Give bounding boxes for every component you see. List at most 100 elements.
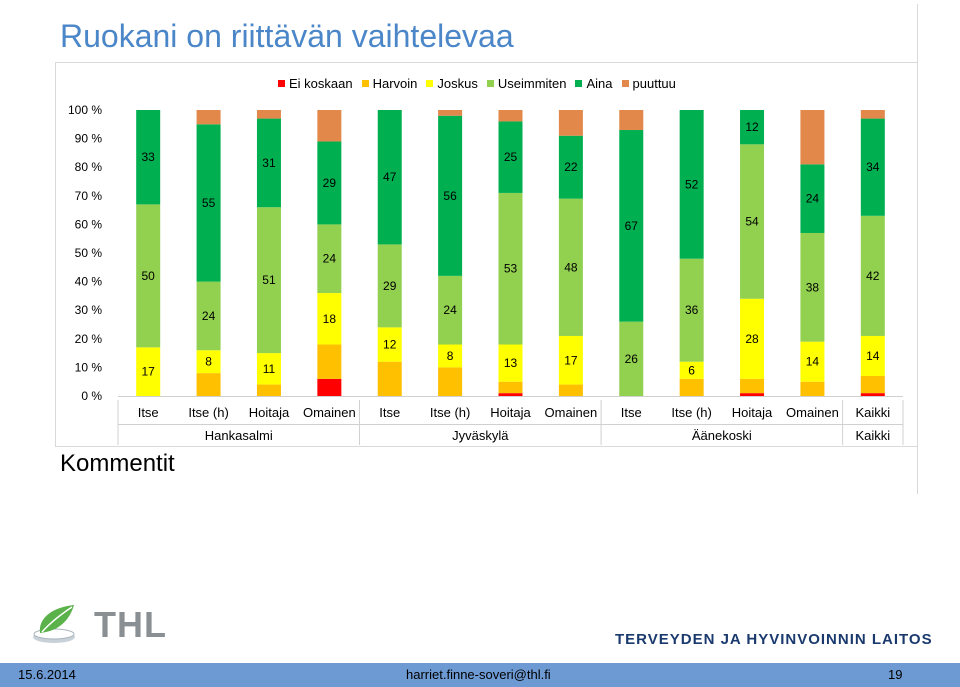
slide-title: Ruokani on riittävän vaihtelevaa <box>60 18 514 54</box>
x-category-label: Itse (h) <box>188 405 228 420</box>
bar-segment-puuttuu <box>558 110 583 136</box>
bar-segment-useimmiten <box>800 232 825 342</box>
data-label: 11 <box>263 362 276 376</box>
bar-segment-joskus <box>558 335 583 385</box>
data-label: 48 <box>564 260 578 274</box>
logo-text: THL <box>94 604 167 645</box>
data-label: 25 <box>504 150 518 164</box>
x-group-label: Kaikki <box>855 428 890 443</box>
bar-segment-harvoin <box>679 378 704 396</box>
bar-segment-puuttuu <box>800 110 825 165</box>
data-label: 6 <box>688 363 695 377</box>
bar-segment-puuttuu <box>196 110 221 125</box>
data-label: 28 <box>745 332 759 346</box>
bar-segment-puuttuu <box>498 110 523 122</box>
legend-label: Harvoin <box>372 76 418 91</box>
x-category-label: Itse <box>138 405 159 420</box>
legend-item-ei_koskaan: Ei koskaan <box>278 76 353 91</box>
legend-label: Joskus <box>437 76 478 91</box>
x-group-label: Jyväskylä <box>452 428 509 443</box>
data-label: 22 <box>564 160 578 174</box>
chart-legend: Ei koskaan Harvoin Joskus Useimmiten Aina puu… <box>278 76 685 91</box>
y-tick-label: 80 % <box>75 160 103 174</box>
x-category-label: Itse (h) <box>430 405 470 420</box>
bar-segment-useimmiten <box>860 215 885 336</box>
frame-right-line <box>917 4 918 494</box>
bar-segment-useimmiten <box>679 258 704 362</box>
data-label: 47 <box>383 170 397 184</box>
bar-segment-puuttuu <box>860 110 885 119</box>
x-category-label: Kaikki <box>855 405 890 420</box>
bar-segment-useimmiten <box>256 207 281 354</box>
legend-swatch <box>575 80 583 87</box>
bar-segment-useimmiten <box>196 281 221 351</box>
bar-segment-aina <box>558 135 583 199</box>
legend-label: puuttuu <box>632 76 676 91</box>
legend-item-joskus: Joskus <box>426 76 478 91</box>
bar-segment-puuttuu <box>256 110 281 119</box>
bar-segment-aina <box>136 110 161 205</box>
data-label: 56 <box>443 189 457 203</box>
legend-label: Aina <box>586 76 613 91</box>
bar-segment-useimmiten <box>740 144 765 299</box>
bar-segment-ei_koskaan <box>860 393 885 396</box>
y-tick-label: 60 % <box>75 217 103 231</box>
x-category-label: Omainen <box>786 405 839 420</box>
bar-segment-aina <box>679 110 704 259</box>
x-category-label: Omainen <box>545 405 598 420</box>
legend-label: Ei koskaan <box>289 76 353 91</box>
bar-segment-joskus <box>800 341 825 382</box>
footer-bar: 15.6.2014 harriet.finne-soveri@thl.fi 19 <box>0 663 960 687</box>
y-tick-label: 30 % <box>75 303 103 317</box>
data-label: 50 <box>142 269 156 283</box>
frame-left-line <box>55 62 56 447</box>
bar-segment-joskus <box>679 361 704 379</box>
bar-segment-aina <box>256 118 281 208</box>
bar-segment-harvoin <box>800 381 825 396</box>
legend-item-aina: Aina <box>575 76 613 91</box>
x-category-label: Omainen <box>303 405 356 420</box>
y-tick-label: 100 % <box>68 103 102 117</box>
thl-logo: THL <box>30 603 167 647</box>
bar-segment-harvoin <box>860 375 885 394</box>
bar-segment-joskus <box>740 298 765 379</box>
bar-segment-harvoin <box>558 384 583 396</box>
x-category-label: Itse (h) <box>671 405 711 420</box>
bar-segment-harvoin <box>196 373 221 396</box>
data-label: 38 <box>806 280 820 294</box>
bar-segment-useimmiten <box>317 224 342 294</box>
data-label: 29 <box>323 176 337 190</box>
stacked-bar-chart: 0 % 10 % 20 % 30 % 40 % 50 % 60 % 70 % 80 % 90 % 1… <box>68 103 904 445</box>
bar-segment-puuttuu <box>317 110 342 142</box>
data-label: 24 <box>202 309 216 323</box>
data-label: 12 <box>745 120 759 134</box>
bar-segment-harvoin <box>256 384 281 396</box>
bar-segment-aina <box>800 164 825 233</box>
bar-segment-joskus <box>377 327 402 362</box>
y-tick-label: 0 % <box>81 389 102 403</box>
data-label: 17 <box>564 353 578 367</box>
x-category-label: Hoitaja <box>490 405 531 420</box>
data-label: 29 <box>383 279 397 293</box>
y-tick-label: 20 % <box>75 332 103 346</box>
organization-name: TERVEYDEN JA HYVINVOINNIN LAITOS <box>615 631 933 648</box>
data-label: 8 <box>447 349 454 363</box>
y-tick-label: 90 % <box>75 132 103 146</box>
y-tick-label: 50 % <box>75 246 103 260</box>
legend-label: Useimmiten <box>497 76 567 91</box>
x-category-label: Itse <box>379 405 400 420</box>
data-label: 53 <box>504 262 518 276</box>
bar-segment-puuttuu <box>438 110 463 116</box>
footer-email: harriet.finne-soveri@thl.fi <box>406 667 551 682</box>
data-label: 12 <box>383 338 397 352</box>
bar-segment-joskus <box>438 344 463 368</box>
bar-segment-harvoin <box>317 344 342 379</box>
bar-segment-joskus <box>196 350 221 374</box>
data-label: 8 <box>205 355 212 369</box>
x-category-label: Hoitaja <box>249 405 290 420</box>
data-label: 31 <box>262 156 276 170</box>
legend-swatch <box>486 80 494 87</box>
data-label: 24 <box>806 192 820 206</box>
leaf-logo-icon <box>33 605 75 643</box>
bar-segment-harvoin <box>438 367 463 396</box>
